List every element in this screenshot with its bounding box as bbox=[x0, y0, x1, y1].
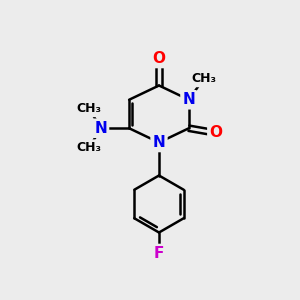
Text: O: O bbox=[152, 51, 166, 66]
Text: N: N bbox=[94, 121, 107, 136]
Text: CH₃: CH₃ bbox=[77, 141, 102, 154]
Text: CH₃: CH₃ bbox=[77, 102, 102, 115]
Text: N: N bbox=[153, 135, 165, 150]
Text: O: O bbox=[209, 125, 222, 140]
Text: F: F bbox=[154, 246, 164, 261]
Text: CH₃: CH₃ bbox=[191, 72, 216, 86]
Text: N: N bbox=[182, 92, 195, 107]
